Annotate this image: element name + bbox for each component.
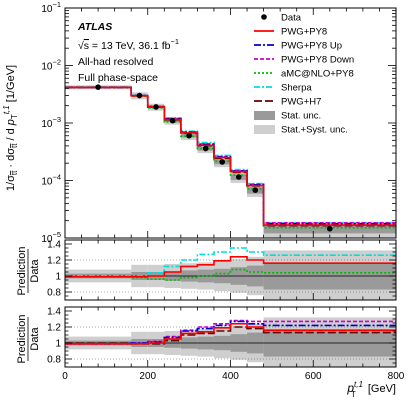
top-y-tick-label: 10−5 bbox=[41, 230, 61, 245]
legend: Data PWG+PY8 PWG+PY8 Up PWG+PY8 Down aMC… bbox=[254, 13, 354, 136]
y-axis-label-part: · dσ bbox=[5, 148, 17, 171]
x-tick-label: 0 bbox=[62, 371, 68, 382]
x-tick-label: 800 bbox=[388, 371, 405, 382]
legend-item-pwg-py8-up: PWG+PY8 Up bbox=[254, 41, 342, 52]
ratio2-ylabel: Prediction Data bbox=[16, 315, 41, 364]
x-axis-label-sup: t,1 bbox=[354, 380, 363, 389]
ratio2-y-tick-label: 1 bbox=[55, 339, 61, 350]
legend-item-pwg-py8: PWG+PY8 bbox=[254, 27, 327, 38]
atlas-annotation: ATLAS √s = 13 TeV, 36.1 fb−1 All-had res… bbox=[77, 21, 179, 84]
ratio1-y-tick-label: 1 bbox=[55, 272, 61, 283]
y-tick-base: 10 bbox=[41, 119, 53, 130]
y-axis-label: 1/σtt · dσtt / d pTt,1 [1/GeV] bbox=[2, 65, 19, 191]
y-tick-exponent: −5 bbox=[52, 230, 61, 239]
top-data-point bbox=[202, 145, 209, 152]
top-data-point bbox=[186, 132, 192, 139]
atlas-label: ATLAS bbox=[77, 21, 112, 33]
ratio2-y-tick-label: 1.4 bbox=[47, 307, 61, 318]
channel-label: All-had resolved bbox=[78, 56, 153, 68]
legend-label-amcnlo: aMC@NLO+PY8 bbox=[281, 69, 354, 80]
sqrt-sign: √ bbox=[78, 40, 84, 52]
top-data-point bbox=[169, 117, 176, 124]
top-data-point bbox=[219, 159, 226, 165]
legend-label-sherpa: Sherpa bbox=[281, 83, 312, 94]
ratio2-ylabel-top: Prediction bbox=[16, 315, 28, 364]
y-axis-label-part: T bbox=[10, 114, 19, 119]
lumi-exponent: −1 bbox=[170, 37, 179, 46]
x-axis-label-sub: T bbox=[351, 390, 356, 399]
ratio1-series-amc-nlo-py8 bbox=[65, 268, 396, 281]
x-axis-label-unit: [GeV] bbox=[365, 383, 396, 395]
top-y-tick-label: 10−4 bbox=[41, 173, 61, 188]
legend-item-sherpa: Sherpa bbox=[254, 83, 312, 94]
ratio2-ylabel-bottom: Data bbox=[29, 327, 41, 351]
y-axis-label-part: p bbox=[5, 119, 17, 126]
ratio1-series-sherpa bbox=[65, 247, 396, 277]
top-data-point bbox=[95, 84, 101, 90]
top-y-tick-label: 10−2 bbox=[41, 58, 61, 73]
ratio1-series-pwg-py8 bbox=[65, 256, 396, 278]
legend-item-stat-unc: Stat. unc. bbox=[254, 111, 321, 122]
y-axis-label-part: [1/GeV] bbox=[5, 65, 17, 105]
y-axis-label-part: tt bbox=[10, 143, 19, 148]
y-axis-label-part: tt bbox=[10, 170, 19, 175]
ratio1-ylabel: Prediction Data bbox=[16, 247, 41, 296]
ratio2-y-tick-label: 1.2 bbox=[47, 323, 61, 334]
axes: 0 200 400 600 80010−510−410−310−210−10.811.2… bbox=[41, 0, 404, 382]
x-axis-label-main: p bbox=[346, 381, 354, 395]
x-tick-label: 600 bbox=[305, 371, 322, 382]
legend-item-data: Data bbox=[261, 13, 302, 24]
legend-item-amcnlo: aMC@NLO+PY8 bbox=[254, 69, 354, 80]
top-data-point bbox=[136, 92, 143, 99]
legend-label-pwg-py8-down: PWG+PY8 Down bbox=[281, 55, 354, 66]
legend-item-pwg-py8-down: PWG+PY8 Down bbox=[254, 55, 354, 66]
top-data-point bbox=[252, 187, 259, 193]
legend-label-pwg-py8: PWG+PY8 bbox=[281, 27, 327, 38]
top-data-point bbox=[327, 225, 333, 232]
y-axis-label-part: t,1 bbox=[2, 105, 11, 114]
legend-label-pwg-h7: PWG+H7 bbox=[281, 97, 321, 108]
legend-label-stat-unc: Stat. unc. bbox=[281, 111, 321, 122]
x-tick-label: 400 bbox=[222, 371, 239, 382]
y-tick-base: 10 bbox=[41, 62, 53, 73]
ratio1-y-tick-label: 1.2 bbox=[47, 256, 61, 267]
energy-text: = 13 TeV, 36.1 fb bbox=[89, 40, 171, 52]
top-y-tick-label: 10−1 bbox=[41, 0, 61, 15]
top-series-sherpa bbox=[65, 86, 396, 224]
x-axis-label: pt,1 T [GeV] bbox=[346, 380, 396, 399]
sqrt-s: s bbox=[84, 40, 89, 52]
legend-label-pwg-py8-up: PWG+PY8 Up bbox=[281, 41, 342, 52]
y-tick-exponent: −3 bbox=[52, 115, 61, 124]
top-y-tick-label: 10−3 bbox=[41, 115, 61, 130]
ratio2-series-pwg-py8 bbox=[65, 323, 396, 345]
top-series-pwg-py8 bbox=[65, 86, 396, 226]
top-panel-marks bbox=[65, 84, 396, 232]
y-tick-base: 10 bbox=[41, 177, 53, 188]
ratio2-y-tick-label: 0.8 bbox=[47, 355, 61, 366]
legend-item-pwg-h7: PWG+H7 bbox=[254, 97, 321, 108]
y-tick-exponent: −1 bbox=[52, 0, 61, 9]
y-tick-base: 10 bbox=[41, 4, 53, 15]
y-tick-base: 10 bbox=[41, 234, 53, 245]
legend-label-stat-syst-unc: Stat.+Syst. unc. bbox=[281, 125, 348, 136]
x-tick-label: 200 bbox=[139, 371, 156, 382]
ratio1-marks bbox=[65, 247, 396, 293]
y-axis-label-part: 1/σ bbox=[5, 175, 17, 191]
top-data-point bbox=[235, 174, 242, 180]
legend-item-stat-syst-unc: Stat.+Syst. unc. bbox=[254, 125, 348, 136]
y-tick-exponent: −2 bbox=[52, 58, 61, 67]
ratio1-ylabel-top: Prediction bbox=[16, 247, 28, 296]
energy-label: √s = 13 TeV, 36.1 fb−1 bbox=[78, 37, 179, 52]
y-axis-label-part: / d bbox=[5, 125, 17, 143]
phase-space-label: Full phase-space bbox=[78, 72, 158, 84]
ratio2-marks bbox=[65, 319, 396, 360]
legend-label-data: Data bbox=[281, 13, 302, 24]
y-tick-exponent: −4 bbox=[52, 173, 61, 182]
ratio1-ylabel-bottom: Data bbox=[29, 259, 41, 283]
ratio1-y-tick-label: 1.4 bbox=[47, 240, 61, 251]
top-data-point bbox=[153, 104, 159, 110]
ratio1-y-tick-label: 0.8 bbox=[47, 288, 61, 299]
